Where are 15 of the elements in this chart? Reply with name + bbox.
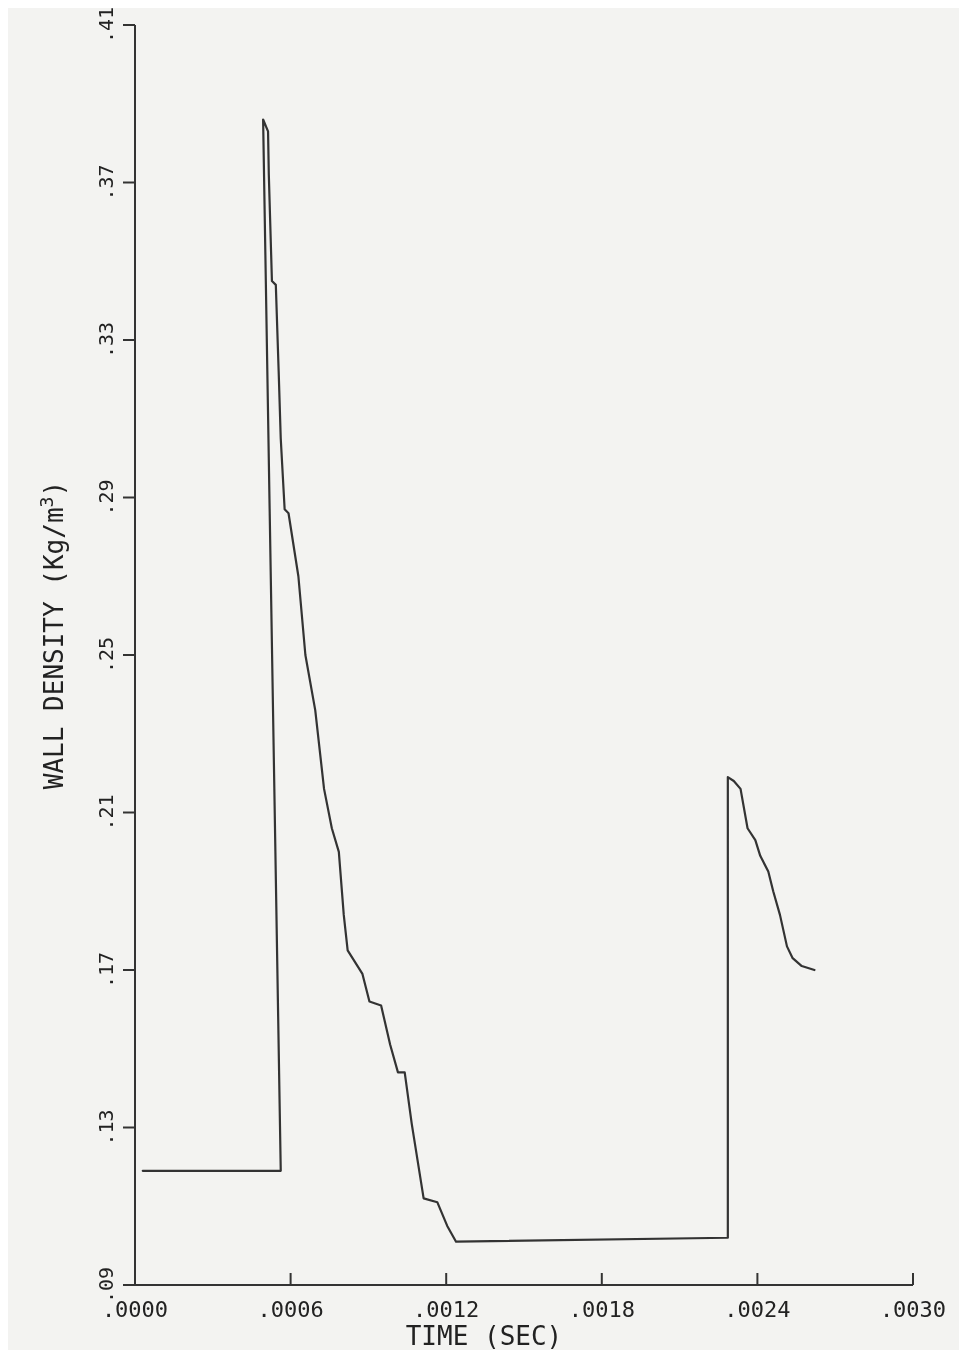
x-tick-label: .0024 xyxy=(724,1297,791,1322)
y-tick-label: .17 xyxy=(94,951,118,989)
y-tick-label: .41 xyxy=(94,6,118,44)
y-tick-label: .33 xyxy=(94,321,118,359)
x-tick-label: .0012 xyxy=(413,1297,480,1322)
x-axis-title: TIME (SEC) xyxy=(405,1321,563,1351)
x-tick-label: .0018 xyxy=(568,1297,635,1322)
x-tick-label: .0030 xyxy=(879,1297,947,1322)
y-tick-label: .13 xyxy=(94,1109,118,1146)
y-tick-label: .25 xyxy=(94,636,118,674)
x-tick-label: .0006 xyxy=(257,1297,324,1322)
y-tick-label: .37 xyxy=(94,164,118,201)
y-tick-label: .29 xyxy=(94,479,118,516)
line-series xyxy=(141,118,816,1243)
y-tick-label: .21 xyxy=(94,794,118,831)
